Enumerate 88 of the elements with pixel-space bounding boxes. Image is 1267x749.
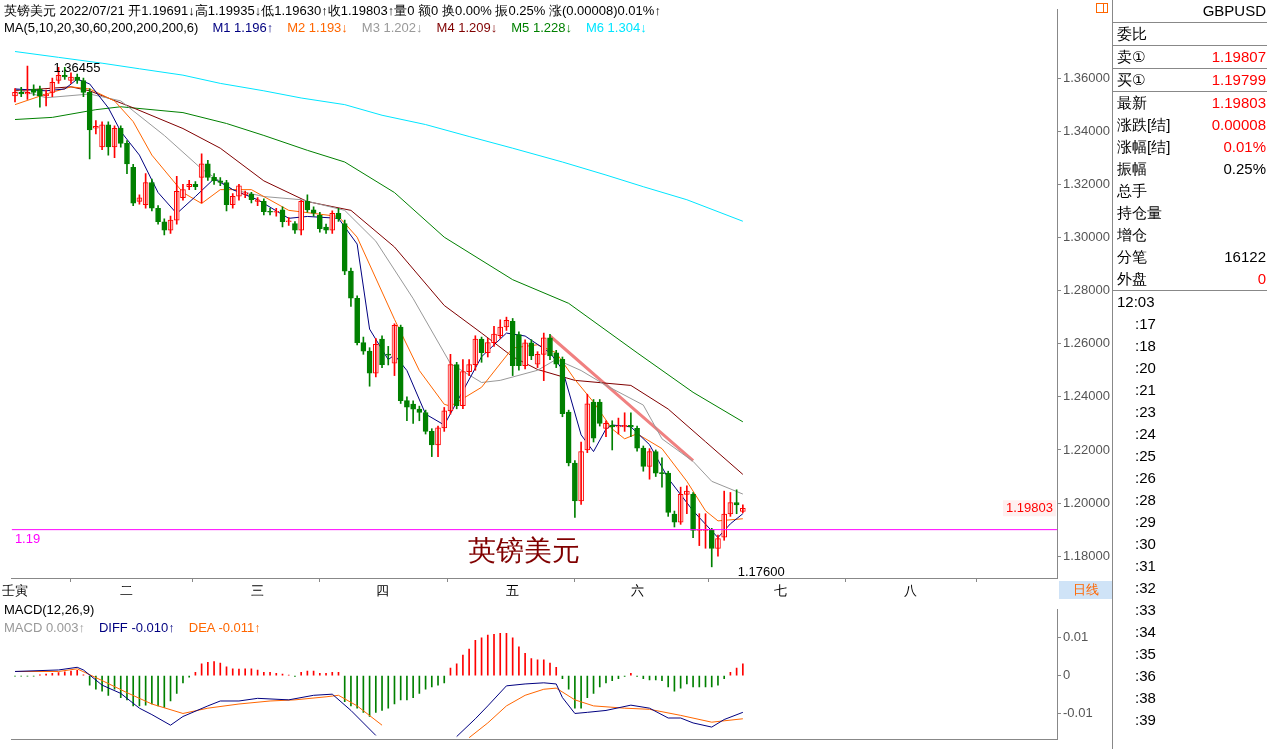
category-label: 涨跌[结] <box>1117 115 1171 135</box>
category-label: 涨幅[结] <box>1117 137 1171 157</box>
text: M2 1.193↓ <box>287 20 348 35</box>
text: :17 <box>1135 314 1156 334</box>
text: M5 1.228↓ <box>511 20 572 35</box>
candlestick <box>217 177 224 186</box>
y-tick-label: 1.30000 <box>1063 229 1110 245</box>
text: :26 <box>1135 468 1156 488</box>
y-tick-label: 1.18000 <box>1063 547 1110 563</box>
candlestick <box>93 120 99 135</box>
text: 12:03 <box>1117 292 1155 312</box>
category-label: 持仓量 <box>1117 203 1162 223</box>
text: 0.01% <box>1223 138 1266 155</box>
text: M6 1.304↓ <box>585 20 647 35</box>
text: 日线 <box>1072 581 1099 597</box>
text: :32 <box>1135 578 1156 598</box>
x-tick-label: 五 <box>506 583 520 599</box>
category-label: 卖① <box>1117 47 1146 67</box>
y-tick-label: 1.20000 <box>1063 494 1110 510</box>
y-tick-label: 1.34000 <box>1063 122 1110 138</box>
text: DEA -0.011↑ <box>188 620 261 635</box>
category-label: 增仓 <box>1117 225 1147 245</box>
y-tick-label: 1.24000 <box>1063 388 1110 404</box>
text: :23 <box>1135 402 1156 422</box>
annotation: 英镑美元 <box>467 534 580 566</box>
text: :36 <box>1135 666 1156 686</box>
x-tick-label: 二 <box>120 583 134 599</box>
y-tick-label: 1.32000 <box>1063 175 1110 191</box>
y-tick-label: 0 <box>1063 667 1071 683</box>
category-label: 委比 <box>1117 24 1147 44</box>
x-tick-label: 六 <box>630 583 644 599</box>
text: 1.19807 <box>1211 48 1266 65</box>
text: :38 <box>1135 688 1156 708</box>
text: :39 <box>1135 710 1156 730</box>
candlestick <box>242 190 248 198</box>
candlestick <box>18 87 25 97</box>
category-label: 买① <box>1117 70 1146 90</box>
text: :31 <box>1135 556 1156 576</box>
text: 0.00008 <box>1211 116 1266 133</box>
text: :18 <box>1135 336 1156 356</box>
text: :30 <box>1135 534 1156 554</box>
y-tick-label: -0.01 <box>1063 705 1093 721</box>
text: 1.19803 <box>1211 94 1266 111</box>
annotation: 1.36455 <box>53 59 101 75</box>
x-tick-label: 三 <box>251 583 265 599</box>
category-label: 外盘 <box>1117 269 1147 289</box>
y-tick-label: 1.28000 <box>1063 282 1110 298</box>
x-tick-label: 八 <box>904 583 918 599</box>
text: 0.25% <box>1223 160 1266 177</box>
y-tick-label: 0.01 <box>1063 629 1089 645</box>
text: 0 <box>1257 270 1266 287</box>
x-tick-label: 四 <box>375 583 389 599</box>
text: :20 <box>1135 358 1156 378</box>
text: GBPUSD <box>1202 1 1266 21</box>
text: :24 <box>1135 424 1156 444</box>
category-label: 分笔 <box>1117 247 1147 267</box>
text: :21 <box>1135 380 1156 400</box>
legend-title: MA(5,10,20,30,60,200,200,200,6) <box>4 20 199 35</box>
text: :28 <box>1135 490 1156 510</box>
y-tick-label: 1.26000 <box>1063 335 1110 351</box>
y-tick-label: 1.22000 <box>1063 441 1110 457</box>
candlestick <box>285 217 292 226</box>
annotation: 1.17600 <box>737 564 785 580</box>
text: MACD 0.003↑ <box>4 620 85 635</box>
annotation: 1.19803 <box>1006 499 1053 515</box>
text: M4 1.209↓ <box>436 20 498 35</box>
category-label: 总手 <box>1117 181 1147 201</box>
text: :25 <box>1135 446 1156 466</box>
x-tick-label: 壬寅 <box>2 583 28 599</box>
chart-title: MACD(12,26,9) <box>4 602 96 619</box>
category-label: 最新 <box>1117 93 1147 113</box>
text: 1.19799 <box>1211 71 1266 88</box>
text: :29 <box>1135 512 1156 532</box>
y-tick-label: 1.36000 <box>1063 69 1110 85</box>
text: :35 <box>1135 644 1156 664</box>
candlestick <box>385 346 392 366</box>
x-tick-label: 七 <box>773 583 787 599</box>
text: M1 1.196↑ <box>212 20 274 35</box>
text: M3 1.202↓ <box>361 20 423 35</box>
chart-title: 英镑美元 2022/07/21 开1.19691↓高1.19935↓低1.19630↑收1.19803↑量0 额0 换0.00% 振0.25% 涨(0.00008)0.01%↑ <box>4 2 661 20</box>
ref-line-label: 1.19 <box>14 530 41 546</box>
text: 16122 <box>1224 248 1266 265</box>
candlestick <box>273 207 280 217</box>
text: :33 <box>1135 600 1156 620</box>
text: :34 <box>1135 622 1156 642</box>
text: DIFF -0.010↑ <box>98 620 175 635</box>
candlestick <box>267 207 273 216</box>
category-label: 振幅 <box>1117 159 1147 179</box>
